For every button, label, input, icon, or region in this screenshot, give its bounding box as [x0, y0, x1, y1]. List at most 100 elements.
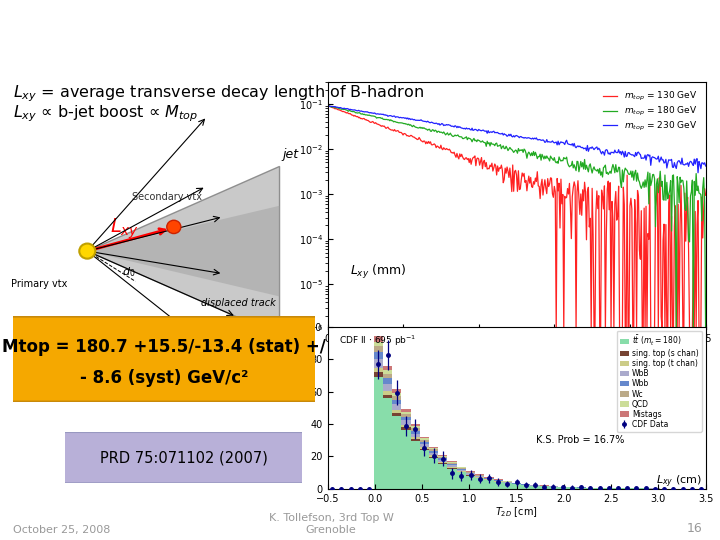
- $m_{top}$ = 230 GeV: [596, 148, 605, 155]
- Bar: [429, 449, 438, 451]
- $m_{top}$ = 180 GeV: [369, 113, 378, 119]
- Bar: [438, 464, 447, 489]
- $m_{top}$ = 180 GeV: [447, 132, 456, 138]
- Bar: [374, 346, 383, 352]
- $m_{top}$ = 230 GeV: [701, 163, 710, 169]
- Bar: [429, 448, 438, 449]
- Bar: [401, 411, 410, 414]
- Bar: [447, 469, 456, 489]
- $m_{top}$ = 230 GeV: [598, 148, 607, 155]
- Bar: [410, 441, 420, 489]
- $m_{top}$ = 230 GeV: [562, 138, 570, 145]
- Bar: [420, 450, 429, 489]
- Bar: [447, 465, 456, 467]
- X-axis label: $T_{2D}$ [cm]: $T_{2D}$ [cm]: [495, 505, 538, 519]
- $m_{top}$ = 130 GeV: [562, 194, 571, 201]
- $m_{top}$ = 180 GeV: [474, 137, 482, 143]
- Bar: [485, 480, 493, 489]
- Bar: [466, 472, 475, 474]
- $m_{top}$ = 130 GeV: [701, 192, 710, 199]
- Line: $m_{top}$ = 130 GeV: $m_{top}$ = 130 GeV: [328, 106, 706, 329]
- $m_{top}$ = 230 GeV: [693, 170, 702, 176]
- Bar: [456, 470, 466, 471]
- Bar: [429, 453, 438, 455]
- Bar: [447, 462, 456, 463]
- Bar: [392, 413, 401, 416]
- Bar: [456, 468, 466, 469]
- Bar: [383, 399, 392, 489]
- Bar: [493, 482, 503, 489]
- Bar: [392, 389, 401, 393]
- Bar: [420, 442, 429, 444]
- Bar: [401, 428, 410, 430]
- Bar: [420, 449, 429, 450]
- Bar: [383, 391, 392, 395]
- Bar: [383, 395, 392, 399]
- Bar: [466, 474, 475, 475]
- Bar: [383, 384, 392, 391]
- Bar: [374, 376, 383, 489]
- Bar: [447, 461, 456, 462]
- Legend: $m_{top}$ = 130 GeV, $m_{top}$ = 180 GeV, $m_{top}$ = 230 GeV: $m_{top}$ = 130 GeV, $m_{top}$ = 180 GeV…: [600, 86, 701, 137]
- Circle shape: [79, 244, 95, 259]
- Bar: [420, 444, 429, 447]
- Line: $m_{top}$ = 180 GeV: $m_{top}$ = 180 GeV: [328, 106, 706, 329]
- Bar: [438, 456, 447, 457]
- Text: K. Tollefson, 3rd Top W
Grenoble: K. Tollefson, 3rd Top W Grenoble: [269, 513, 394, 535]
- Bar: [410, 424, 420, 427]
- Circle shape: [167, 220, 181, 234]
- Bar: [447, 464, 456, 465]
- Text: October 25, 2008: October 25, 2008: [13, 524, 110, 535]
- Bar: [392, 400, 401, 404]
- Bar: [531, 486, 540, 489]
- $m_{top}$ = 230 GeV: [369, 110, 378, 117]
- Bar: [447, 463, 456, 464]
- Bar: [420, 447, 429, 449]
- $m_{top}$ = 130 GeV: [599, 206, 608, 212]
- $m_{top}$ = 130 GeV: [324, 103, 333, 109]
- Bar: [447, 467, 456, 468]
- $m_{top}$ = 230 GeV: [474, 127, 482, 134]
- Bar: [392, 393, 401, 396]
- Text: Primary vtx: Primary vtx: [11, 279, 68, 289]
- $m_{top}$ = 130 GeV: [474, 155, 482, 161]
- Text: $L_{xy}$ = average transverse decay length of B-hadron: $L_{xy}$ = average transverse decay leng…: [13, 84, 424, 104]
- Bar: [410, 434, 420, 437]
- Bar: [567, 488, 577, 489]
- Bar: [374, 352, 383, 359]
- $m_{top}$ = 180 GeV: [562, 156, 570, 162]
- Bar: [374, 336, 383, 342]
- Text: K.S. Prob = 16.7%: K.S. Prob = 16.7%: [536, 435, 624, 445]
- Text: displaced track: displaced track: [200, 298, 275, 308]
- Bar: [420, 440, 429, 442]
- Bar: [456, 469, 466, 470]
- Bar: [549, 487, 558, 489]
- $m_{top}$ = 130 GeV: [598, 187, 606, 193]
- $m_{top}$ = 180 GeV: [701, 326, 710, 333]
- $m_{top}$ = 130 GeV: [447, 150, 456, 156]
- Line: $m_{top}$ = 230 GeV: $m_{top}$ = 230 GeV: [328, 106, 706, 173]
- Bar: [410, 437, 420, 440]
- Bar: [429, 447, 438, 448]
- Bar: [410, 428, 420, 431]
- Bar: [392, 410, 401, 413]
- Bar: [475, 476, 485, 477]
- Text: $d_0$: $d_0$: [122, 265, 135, 279]
- Text: 16: 16: [686, 522, 702, 535]
- Text: $L_{xy}$ (cm): $L_{xy}$ (cm): [656, 474, 702, 490]
- Polygon shape: [87, 166, 279, 336]
- Bar: [401, 414, 410, 417]
- Bar: [456, 471, 466, 472]
- Text: $L_{xy}$ (mm): $L_{xy}$ (mm): [351, 262, 407, 281]
- Bar: [595, 488, 604, 489]
- Bar: [521, 485, 531, 489]
- Text: $L_{xy}$: $L_{xy}$: [109, 217, 139, 241]
- Bar: [429, 451, 438, 453]
- $m_{top}$ = 180 GeV: [598, 174, 607, 180]
- Polygon shape: [87, 206, 279, 296]
- Bar: [466, 476, 475, 489]
- $m_{top}$ = 130 GeV: [552, 326, 561, 333]
- Bar: [438, 458, 447, 460]
- Bar: [401, 425, 410, 428]
- Bar: [438, 460, 447, 462]
